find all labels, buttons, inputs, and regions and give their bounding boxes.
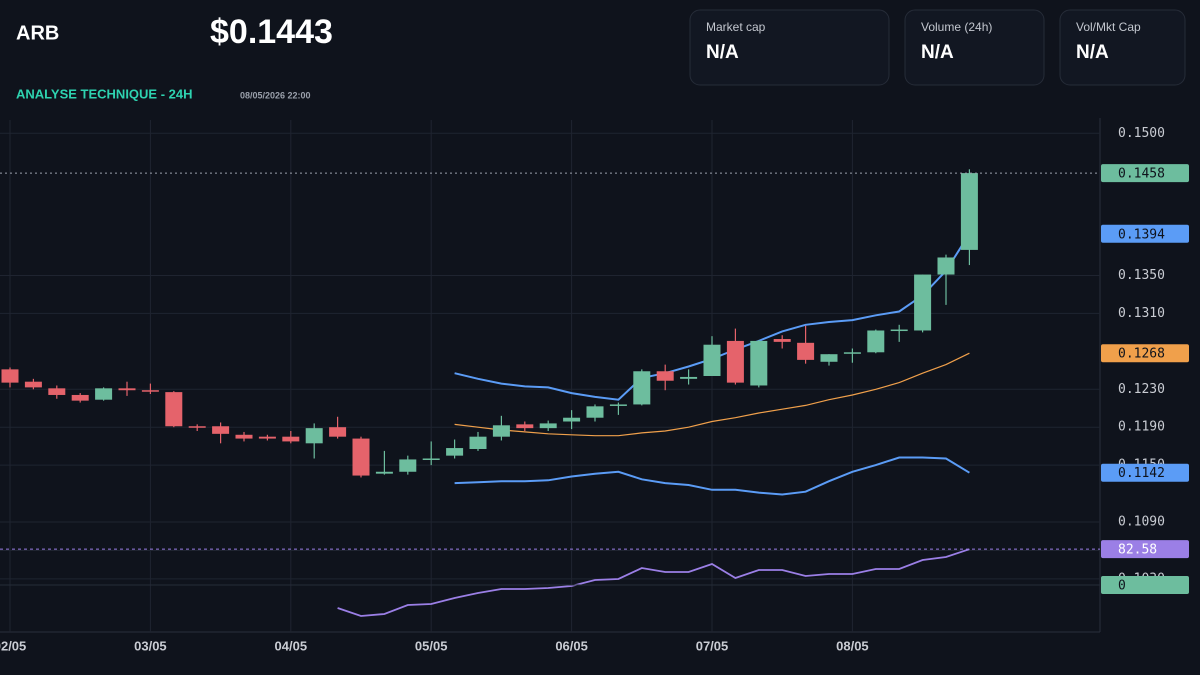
x-tick-label: 04/05 <box>275 638 308 653</box>
stat-label: Market cap <box>706 20 766 34</box>
candle-body <box>586 406 604 418</box>
candle-body <box>282 436 300 442</box>
candle-body <box>165 392 183 427</box>
x-tick-label: 03/05 <box>134 638 167 653</box>
candle-body <box>633 371 651 405</box>
candle-body <box>95 388 113 400</box>
subtitle: ANALYSE TECHNIQUE - 24H <box>16 86 193 101</box>
indicator-line <box>454 352 970 437</box>
x-tick-label: 06/05 <box>555 638 588 653</box>
y-tick-label: 0.1350 <box>1118 268 1165 283</box>
candle-body <box>235 434 253 439</box>
candle-body <box>960 173 978 250</box>
candle-body <box>773 339 791 342</box>
candle-body <box>118 388 136 391</box>
candle-body <box>797 342 815 360</box>
stat-value: N/A <box>706 42 739 63</box>
timestamp: 08/05/2026 22:00 <box>240 90 311 100</box>
price-tag <box>1101 224 1189 243</box>
price-tag <box>1101 576 1189 594</box>
x-tick-label: 02/05 <box>0 638 26 653</box>
y-tick-label: 0.1190 <box>1118 420 1165 435</box>
candle-body <box>539 423 557 429</box>
stat-card <box>904 9 1045 86</box>
price-tag <box>1101 344 1189 363</box>
candle-body <box>446 448 464 456</box>
x-tick-label: 07/05 <box>696 638 729 653</box>
y-tick-label: 0.1500 <box>1118 126 1165 141</box>
candle-body <box>750 340 768 386</box>
candle-body <box>305 428 323 444</box>
price-tag-label: 0.1394 <box>1118 227 1165 242</box>
y-tick-label: 0.1230 <box>1118 382 1165 397</box>
price-tag-label: 0.1268 <box>1118 347 1165 362</box>
candle-body <box>492 425 510 437</box>
candle-body <box>212 426 230 434</box>
price-tag-label: 0.1142 <box>1118 466 1165 481</box>
stat-card <box>1059 9 1186 86</box>
candle-body <box>71 394 89 401</box>
candle-body <box>656 371 674 381</box>
stat-value: N/A <box>921 42 954 63</box>
candle-body <box>516 424 534 429</box>
stat-card <box>689 9 890 86</box>
candle-body <box>703 344 721 376</box>
candle-body <box>914 274 932 331</box>
rsi-line <box>337 548 970 617</box>
candle-body <box>48 388 66 395</box>
candle-body <box>188 426 206 428</box>
stat-value: N/A <box>1076 42 1109 63</box>
candle-body <box>399 459 417 472</box>
candle-body <box>843 352 861 354</box>
candle-body <box>820 354 838 362</box>
price-tag-label: 0.1458 <box>1118 167 1165 182</box>
candle-body <box>258 436 276 439</box>
x-tick-label: 08/05 <box>836 638 869 653</box>
candle-body <box>867 330 885 353</box>
price-tag-label: 82.58 <box>1118 543 1157 558</box>
candle-body <box>609 404 627 406</box>
indicator-line <box>454 456 970 496</box>
price: $0.1443 <box>210 13 333 51</box>
stat-label: Volume (24h) <box>921 20 992 34</box>
candle-body <box>469 436 487 450</box>
candle-body <box>141 390 159 392</box>
price-tag <box>1101 164 1189 183</box>
candle-body <box>352 438 370 476</box>
candle-body <box>890 329 908 332</box>
y-tick-label: 0.1310 <box>1118 306 1165 321</box>
stat-label: Vol/Mkt Cap <box>1076 20 1141 34</box>
candle-body <box>680 376 698 379</box>
x-tick-label: 05/05 <box>415 638 448 653</box>
candle-body <box>24 381 42 388</box>
candle-body <box>375 471 393 474</box>
price-tag-label: 0 <box>1118 579 1126 594</box>
candle-body <box>726 340 744 383</box>
candle-body <box>563 417 581 422</box>
candle-body <box>329 427 347 437</box>
price-tag <box>1101 540 1189 559</box>
candle-body <box>1 369 19 383</box>
symbol: ARB <box>16 22 59 44</box>
price-tag <box>1101 463 1189 482</box>
candle-body <box>422 458 440 460</box>
y-tick-label: 0.1090 <box>1118 515 1165 530</box>
candle-body <box>937 257 955 275</box>
